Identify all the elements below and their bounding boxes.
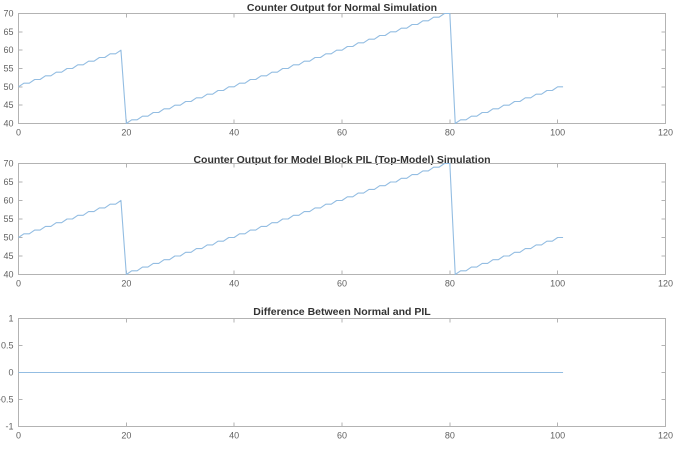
x-tick-label: 120: [658, 128, 673, 138]
y-tick-label: 70: [3, 159, 13, 169]
x-tick-label: 120: [658, 431, 673, 441]
y-tick-label: 60: [3, 45, 13, 55]
y-tick-label: 55: [3, 64, 13, 74]
plot-title: Difference Between Normal and PIL: [253, 306, 431, 318]
x-tick-label: 100: [550, 128, 565, 138]
subplot-normal-simulation: Counter Output for Normal Simulation 0 20…: [0, 0, 691, 150]
x-tick-label: 80: [445, 279, 455, 289]
y-tick-label: 40: [3, 270, 13, 280]
y-tick-label: 65: [3, 27, 13, 37]
subplot-difference: Difference Between Normal and PIL 0 20 40 6…: [0, 300, 691, 454]
plot-title: Counter Output for Normal Simulation: [246, 2, 438, 14]
x-tick-label: 120: [658, 279, 673, 289]
y-tick-label: 50: [3, 233, 13, 243]
y-tick-label: -1: [5, 422, 13, 432]
y-tick-label: 40: [3, 119, 13, 129]
y-tick-label: -0.5: [0, 395, 14, 405]
x-tick-label: 60: [337, 279, 347, 289]
x-tick-label: 100: [550, 431, 565, 441]
x-tick-label: 20: [121, 279, 131, 289]
x-tick-label: 0: [16, 128, 21, 138]
x-tick-label: 20: [121, 128, 131, 138]
x-tick-label: 40: [229, 128, 239, 138]
axes-box: [18, 163, 666, 275]
plot-canvas-difference: 0 20 40 60 80 100 120 -1 -0.5 0 0.5 1: [0, 314, 673, 441]
y-tick-label: 70: [3, 9, 13, 19]
x-tick-label: 40: [229, 279, 239, 289]
y-tick-label: 55: [3, 214, 13, 224]
series-line-counter-output-normal: [18, 12, 564, 125]
x-tick-label: 100: [550, 279, 565, 289]
x-tick-label: 80: [445, 128, 455, 138]
x-tick-label: 0: [16, 431, 21, 441]
plot-canvas-normal: 0 20 40 60 80 100 120 40 45 50 55 60 65 70: [3, 9, 673, 138]
y-tick-label: 45: [3, 100, 13, 110]
y-tick-label: 45: [3, 251, 13, 261]
plot-canvas-pil: 0 20 40 60 80 100 120 40 45 50 55 60 65 70: [3, 159, 673, 289]
y-tick-label: 60: [3, 196, 13, 206]
x-tick-label: 60: [337, 431, 347, 441]
x-tick-label: 60: [337, 128, 347, 138]
y-tick-label: 0.5: [1, 341, 14, 351]
y-tick-label: 0: [8, 368, 13, 378]
y-tick-label: 65: [3, 177, 13, 187]
y-tick-label: 1: [8, 314, 13, 324]
series-line-counter-output-pil: [18, 162, 564, 276]
y-tick-label: 50: [3, 82, 13, 92]
x-tick-label: 20: [121, 431, 131, 441]
x-tick-label: 0: [16, 279, 21, 289]
x-tick-label: 40: [229, 431, 239, 441]
subplot-pil-simulation: Counter Output for Model Block PIL (Top-…: [0, 150, 691, 300]
x-tick-label: 80: [445, 431, 455, 441]
axes-box: [18, 13, 666, 124]
